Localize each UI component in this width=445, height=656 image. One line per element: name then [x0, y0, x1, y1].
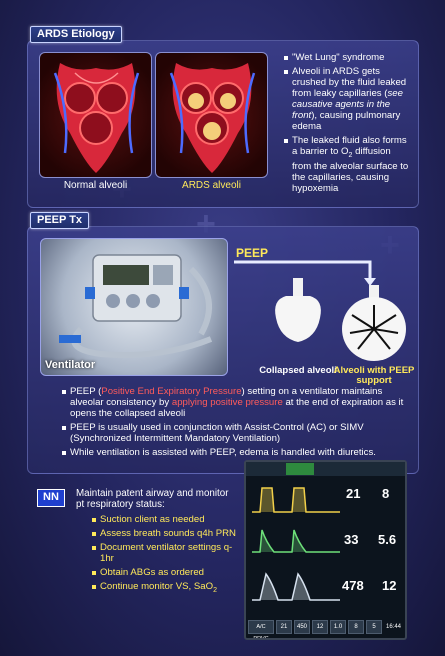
monitor-value: 12: [382, 578, 397, 593]
monitor-value: 5.6: [378, 532, 397, 547]
monitor-status-badge: [286, 463, 314, 475]
normal-alveoli-label: Normal alveoli: [63, 180, 128, 191]
ventilator-label: Ventilator: [45, 359, 96, 371]
peep-arrow: [234, 260, 376, 286]
monitor-waveforms: [252, 487, 340, 601]
monitor-value: 8: [382, 486, 390, 501]
peep-bullet: PEEP (Positive End Expiratory Pressure) …: [62, 386, 414, 419]
nn-item: Document ventilator settings q-1hr: [92, 542, 240, 564]
alveoli-with-peep-image: [342, 285, 406, 361]
peep-label: PEEP: [236, 246, 269, 260]
nn-item: Suction client as needed: [92, 514, 240, 525]
setting-button[interactable]: 8: [348, 620, 364, 634]
nn-item: Assess breath sounds q4h PRN: [92, 528, 240, 539]
collapsed-alveoli-image: [275, 278, 321, 342]
monitor-value: 21: [346, 486, 361, 501]
nn-item: Obtain ABGs as ordered: [92, 567, 240, 578]
monitor-clock: 16:44: [386, 624, 402, 630]
monitor-value: 478: [342, 578, 364, 593]
etiology-bullet: "Wet Lung" syndrome: [284, 52, 412, 63]
nn-list: Suction client as needed Assess breath s…: [92, 514, 240, 599]
etiology-bullet: The leaked fluid also forms a barrier to…: [284, 135, 412, 194]
nn-intro: Maintain patent airway and monitor pt re…: [76, 488, 229, 510]
setting-button[interactable]: 12: [312, 620, 328, 634]
setting-button[interactable]: 5: [366, 620, 382, 634]
normal-alveoli-image: [39, 52, 152, 178]
setting-button[interactable]: 1.0: [330, 620, 346, 634]
nn-badge: NN: [37, 489, 65, 507]
etiology-bullets: "Wet Lung" syndrome Alveoli in ARDS gets…: [284, 52, 412, 197]
peep-bullets: PEEP (Positive End Expiratory Pressure) …: [62, 386, 414, 461]
mode-button[interactable]: A/C PRVC: [248, 620, 274, 638]
etiology-bullet: Alveoli in ARDS gets crushed by the flui…: [284, 66, 412, 132]
peep-tag: PEEP Tx: [30, 212, 90, 229]
alveoli-with-peep-label: Alveoli with PEEP support: [333, 365, 415, 386]
ventilator-monitor: 21 8 33 5.6 478 12 A/C PRVC 21 450 12 1.…: [244, 460, 407, 640]
setting-button[interactable]: 450: [294, 620, 310, 634]
etiology-tag: ARDS Etiology: [30, 26, 122, 43]
peep-bullet: PEEP is usually used in conjunction with…: [62, 422, 414, 444]
nn-item: Continue monitor VS, SaO2: [92, 581, 240, 596]
ards-alveoli-image: [155, 52, 268, 178]
monitor-value: 33: [344, 532, 359, 547]
collapsed-alveoli-label: Collapsed alveoli: [259, 365, 337, 376]
ards-alveoli-label: ARDS alveoli: [182, 180, 241, 191]
peep-bullet: While ventilation is assisted with PEEP,…: [62, 447, 414, 458]
setting-button[interactable]: 21: [276, 620, 292, 634]
monitor-header: [246, 462, 405, 476]
ventilator-image: Ventilator: [40, 238, 228, 376]
